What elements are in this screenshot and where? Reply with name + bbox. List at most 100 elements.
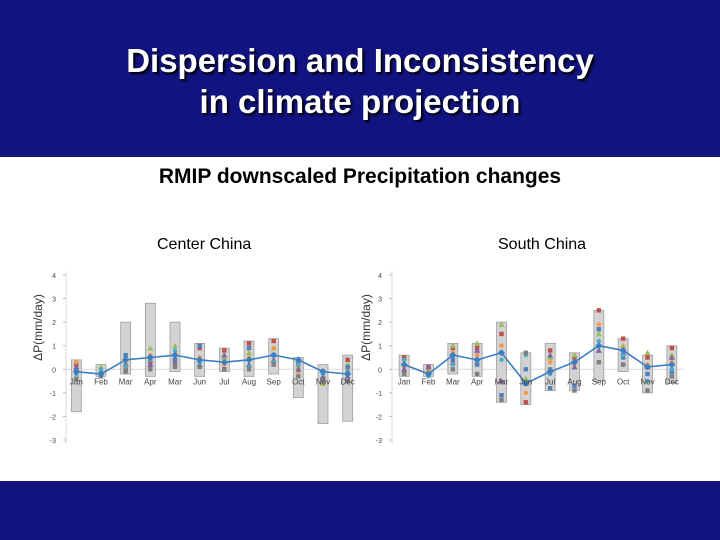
- model-6-point: [123, 364, 128, 370]
- model-1-point: [499, 331, 504, 337]
- model-1-point: [401, 355, 407, 360]
- x-tick-label-jan: Jan: [398, 377, 411, 386]
- model-6-point: [645, 378, 650, 384]
- x-tick-label-dec: Dec: [665, 377, 679, 386]
- model-1-point: [246, 341, 252, 346]
- model-1-point: [547, 348, 553, 353]
- x-tick-label-mar: Mar: [168, 377, 182, 386]
- model-6-point: [499, 357, 504, 363]
- ensemble-mean-line: [76, 354, 348, 375]
- ensemble-mean-point: [220, 358, 228, 366]
- model-7-point: [222, 367, 227, 372]
- model-5-point: [571, 363, 578, 370]
- model-5-point: [147, 361, 154, 367]
- model-2-point: [449, 342, 456, 349]
- model-7-point: [620, 362, 626, 367]
- y-tick-label: -1: [376, 391, 382, 398]
- ensemble-mean-point: [146, 354, 154, 361]
- range-box-jul: [544, 342, 556, 391]
- model-4-point: [246, 345, 252, 351]
- model-5-point: [595, 347, 602, 353]
- range-box-mar: [120, 321, 132, 375]
- model-7-point: [197, 364, 202, 370]
- model-4-point: [523, 367, 529, 372]
- x-tick-label-jun: Jun: [193, 377, 206, 386]
- model-3-point: [547, 360, 553, 365]
- slide-title-line-2: in climate projection: [199, 83, 521, 120]
- x-tick-label-dec: Dec: [341, 377, 355, 386]
- ensemble-mean-point: [571, 358, 578, 366]
- y-tick-label: 2: [52, 320, 56, 327]
- chart-south-china: 4 3 2 1 0 -1 -2 -3 ΔP(mm/day) Jan Feb Mar Apr Mar Jun J…: [359, 271, 684, 445]
- slide-title-line-1: Dispersion and Inconsistency: [126, 42, 594, 79]
- ensemble-mean-point: [619, 346, 627, 354]
- model-4-point: [123, 352, 128, 358]
- ensemble-mean-point: [294, 356, 302, 364]
- model-1-point: [645, 355, 650, 360]
- model-1-point: [197, 345, 202, 351]
- footer-band: [0, 481, 720, 540]
- model-6-point: [98, 367, 104, 372]
- model-7-point: [74, 376, 79, 381]
- x-tick-label-sep: Sep: [267, 377, 282, 386]
- model-7-point: [669, 374, 675, 379]
- x-tick-label-apr: Apr: [471, 377, 484, 386]
- range-box-nov: [317, 364, 329, 424]
- model-4-point: [620, 355, 626, 360]
- y-axis-title: ΔP(mm/day): [359, 294, 373, 361]
- x-tick-label-mar: Mar: [495, 377, 509, 386]
- y-tick-label: 0: [52, 367, 56, 374]
- ensemble-mean-point: [245, 356, 253, 364]
- ensemble-mean-point: [522, 379, 530, 387]
- ensemble-mean-point: [196, 356, 204, 364]
- range-box-dec: [342, 354, 354, 422]
- model-4-point: [547, 385, 553, 391]
- model-7-point: [645, 388, 650, 393]
- model-7-point: [271, 362, 276, 367]
- x-tick-label-mar: Mar: [119, 377, 133, 386]
- ensemble-mean-point: [449, 351, 457, 359]
- x-tick-label-apr: Apr: [144, 377, 157, 386]
- slide-subtitle: RMIP downscaled Precipitation changes: [158, 165, 562, 188]
- model-2-point: [172, 342, 178, 349]
- model-7-point: [172, 364, 178, 370]
- ensemble-mean-point: [644, 363, 651, 371]
- model-7-point: [523, 350, 529, 355]
- model-7-point: [450, 367, 456, 372]
- model-7-point: [401, 371, 407, 377]
- y-tick-label: -2: [376, 414, 382, 421]
- x-tick-label-aug: Aug: [567, 377, 581, 386]
- model-1-point: [271, 338, 276, 344]
- y-tick-label: 0: [378, 367, 382, 374]
- range-box-jan: [70, 359, 82, 413]
- model-7-point: [246, 367, 252, 372]
- model-5-point: [295, 366, 302, 372]
- y-tick-label: 3: [52, 297, 56, 304]
- ensemble-mean-point: [72, 368, 80, 376]
- model-7-point: [596, 360, 602, 365]
- model-6-point: [401, 357, 407, 363]
- slide-title: Dispersion and Inconsistency in climate …: [0, 40, 720, 122]
- x-tick-label-jul: Jul: [219, 377, 229, 386]
- model-7-point: [148, 367, 153, 372]
- model-3-point: [74, 360, 79, 365]
- model-1-point: [669, 345, 675, 351]
- x-tick-label-feb: Feb: [422, 377, 436, 386]
- x-tick-label-mar: Mar: [446, 377, 460, 386]
- x-tick-label-feb: Feb: [94, 377, 108, 386]
- y-tick-label: 4: [52, 273, 56, 280]
- y-tick-label: 2: [378, 320, 382, 327]
- model-7-point: [499, 397, 504, 403]
- ensemble-mean-line: [403, 344, 672, 385]
- model-5-point: [221, 352, 228, 358]
- x-tick-label-aug: Aug: [242, 377, 256, 386]
- model-7-point: [296, 374, 301, 379]
- model-2-point: [474, 340, 481, 346]
- model-7-point: [572, 388, 577, 393]
- y-tick-label: -1: [50, 391, 56, 398]
- model-3-point: [523, 390, 529, 396]
- model-2-point: [644, 349, 651, 356]
- model-4-point: [345, 364, 350, 370]
- model-5-point: [172, 359, 178, 365]
